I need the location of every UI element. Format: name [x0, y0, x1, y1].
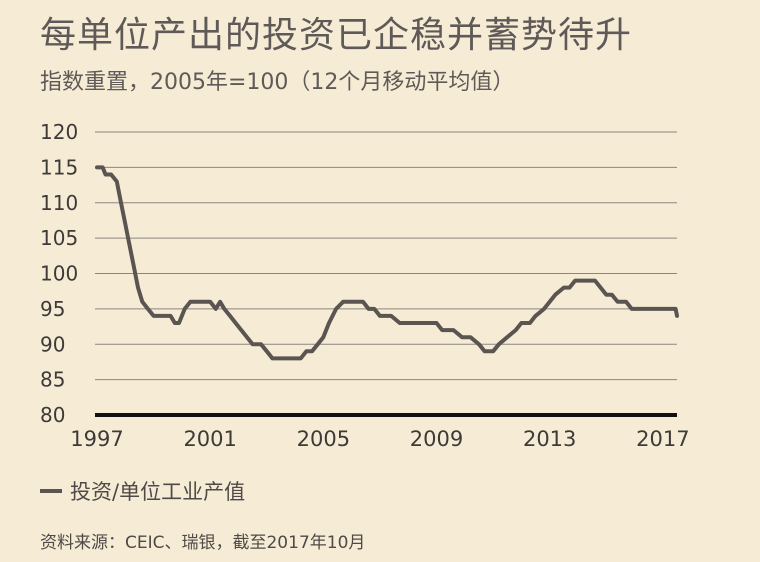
y-tick-label: 120 — [40, 120, 78, 144]
y-axis-ticks: 120 115 110 105 100 95 90 85 80 — [40, 120, 78, 427]
source-note: 资料来源：CEIC、瑞银，截至2017年10月 — [40, 533, 366, 553]
x-tick-label: 1997 — [70, 427, 123, 451]
chart-title: 每单位产出的投资已企稳并蓄势待升 — [40, 15, 633, 56]
y-tick-label: 100 — [40, 262, 78, 286]
x-tick-label: 2017 — [636, 427, 689, 451]
gridlines — [95, 131, 677, 417]
x-tick-label: 2005 — [297, 427, 350, 451]
x-tick-label: 2013 — [523, 427, 576, 451]
y-tick-label: 110 — [40, 191, 78, 215]
legend-label: 投资/单位工业产值 — [70, 480, 246, 504]
x-tick-label: 2009 — [410, 427, 463, 451]
y-tick-label: 80 — [40, 403, 65, 427]
line-chart: 120 115 110 105 100 95 90 85 80 1997 2001 2005 2009… — [40, 120, 690, 451]
y-tick-label: 105 — [40, 226, 78, 250]
series-group — [95, 165, 679, 361]
y-tick-label: 90 — [40, 332, 65, 356]
legend: 投资/单位工业产值 — [40, 476, 245, 506]
series-line — [95, 165, 679, 361]
x-tick-label: 2001 — [183, 427, 236, 451]
y-tick-label: 95 — [40, 297, 65, 321]
x-axis-ticks: 1997 2001 2005 2009 2013 2017 — [70, 427, 689, 451]
chart-subtitle: 指数重置，2005年=100（12个月移动平均值） — [40, 70, 515, 95]
legend-line-swatch — [40, 489, 62, 493]
y-tick-label: 85 — [40, 368, 65, 392]
y-tick-label: 115 — [40, 155, 78, 179]
